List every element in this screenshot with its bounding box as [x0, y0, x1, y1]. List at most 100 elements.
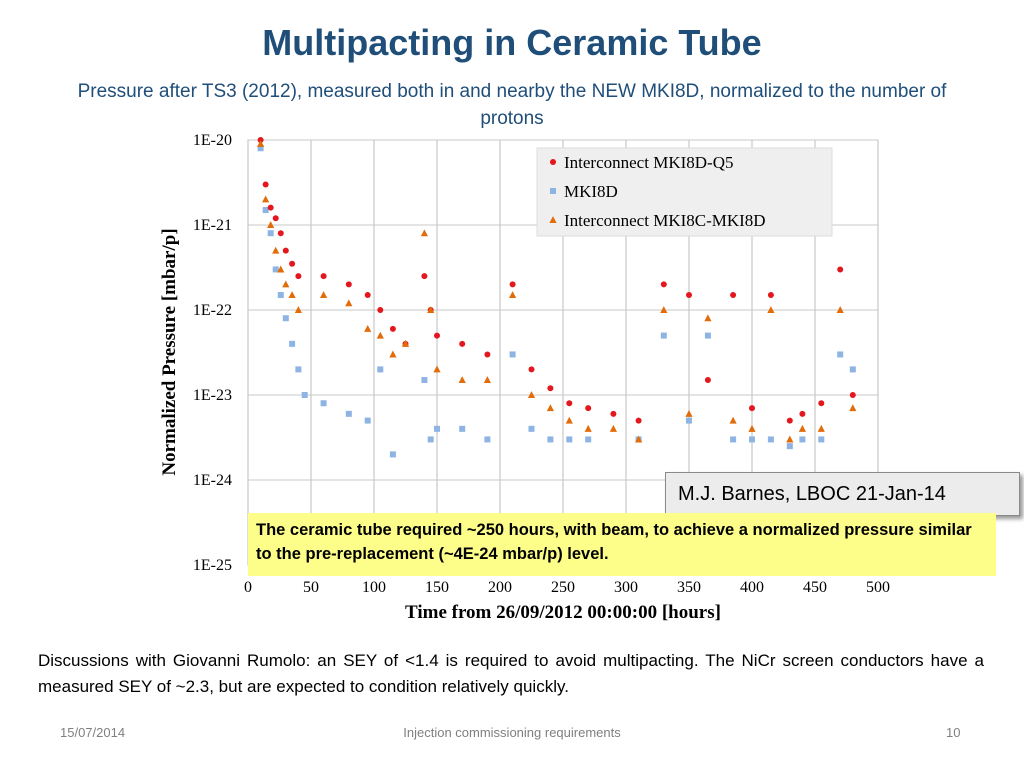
data-point: [660, 281, 667, 288]
data-point: [289, 340, 296, 347]
data-point: [320, 291, 328, 299]
footer-page-number: 10: [946, 725, 961, 740]
data-point: [767, 306, 775, 313]
data-point: [550, 188, 556, 194]
x-tick-label: 350: [677, 579, 701, 596]
y-axis-label: Normalized Pressure [mbar/p]: [159, 228, 180, 475]
data-point: [547, 436, 554, 443]
data-point: [295, 273, 302, 280]
x-tick-label: 300: [614, 579, 638, 596]
data-point: [849, 392, 856, 398]
data-point: [686, 417, 692, 424]
data-point: [282, 315, 289, 322]
data-point: [729, 416, 737, 424]
data-point: [660, 306, 668, 313]
footer-date: 15/07/2014: [60, 725, 126, 740]
legend-entry: Interconnect MKI8C-MKI8D: [564, 211, 766, 230]
data-point: [546, 404, 554, 412]
data-point: [509, 291, 517, 299]
data-point: [566, 436, 573, 443]
data-point: [849, 366, 856, 373]
data-point: [660, 332, 667, 339]
x-tick-label: 100: [362, 579, 386, 596]
data-point: [799, 410, 806, 417]
data-point: [798, 424, 806, 432]
y-tick-label: 1E-25: [193, 557, 232, 574]
data-point: [849, 404, 857, 412]
data-point: [837, 266, 844, 273]
x-tick-label: 250: [551, 579, 575, 596]
data-point: [364, 324, 372, 332]
highlight-note: The ceramic tube required ~250 hours, wi…: [248, 513, 996, 576]
y-tick-label: 1E-21: [193, 217, 232, 234]
data-point: [565, 416, 573, 424]
x-axis-label: Time from 26/09/2012 00:00:00 [hours]: [405, 602, 721, 623]
data-point: [458, 376, 466, 384]
data-point: [749, 436, 755, 443]
data-point: [730, 436, 737, 443]
data-point: [389, 451, 396, 458]
data-point: [483, 376, 491, 384]
legend-box: [536, 147, 833, 237]
x-tick-label: 200: [488, 579, 512, 596]
data-point: [272, 215, 279, 222]
x-tick-label: 0: [244, 579, 252, 596]
data-point: [509, 281, 516, 288]
data-point: [459, 340, 466, 347]
data-point: [528, 366, 535, 373]
pressure-chart: 1E-20 1E-21 1E-22 1E-23 1E-24 1E-25 0 50 100 150…: [159, 132, 890, 623]
data-point: [549, 216, 557, 223]
data-point: [459, 425, 466, 432]
data-point: [267, 204, 274, 211]
data-point: [704, 314, 712, 322]
data-point: [345, 281, 352, 288]
data-point: [345, 299, 353, 307]
x-tick-label: 50: [303, 579, 319, 596]
data-point: [566, 400, 573, 407]
data-point: [484, 351, 491, 358]
data-point: [320, 400, 327, 407]
data-point: [427, 436, 434, 443]
data-point: [585, 436, 592, 443]
data-point: [282, 280, 290, 288]
data-point: [277, 292, 284, 299]
data-point: [288, 291, 296, 299]
data-point: [376, 331, 384, 339]
data-point: [767, 292, 774, 299]
data-point: [767, 436, 774, 443]
data-point: [427, 306, 435, 313]
x-tick-label: 150: [425, 579, 449, 596]
data-point: [799, 436, 806, 443]
data-point: [818, 436, 825, 443]
data-point: [527, 391, 536, 398]
data-point: [289, 260, 296, 267]
data-point: [635, 435, 643, 443]
data-point: [635, 417, 642, 424]
data-point: [704, 377, 711, 384]
data-point: [749, 405, 755, 412]
data-point: [748, 424, 756, 432]
author-box: M.J. Barnes, LBOC 21-Jan-14: [665, 472, 1020, 516]
data-point: [295, 366, 302, 373]
chart-legend: Interconnect MKI8D-Q5 MKI8D Interconnect M…: [536, 147, 833, 237]
data-point: [434, 425, 440, 432]
data-point: [294, 306, 302, 313]
discussion-text: Discussions with Giovanni Rumolo: an SEY…: [38, 651, 984, 696]
data-point: [301, 392, 308, 398]
data-point: [433, 365, 441, 373]
data-point: [267, 221, 275, 228]
data-point: [786, 443, 793, 450]
data-point: [389, 325, 396, 332]
data-point: [818, 400, 825, 407]
data-point: [585, 405, 592, 412]
data-point: [262, 181, 269, 188]
data-point: [282, 247, 289, 254]
data-point: [272, 246, 280, 254]
data-point: [257, 139, 265, 147]
data-point: [257, 145, 264, 152]
x-axis-ticks: 0 50 100 150 200 250 300 350 400 450 500: [244, 579, 890, 596]
data-point: [484, 436, 491, 443]
y-tick-label: 1E-23: [193, 387, 232, 404]
data-point: [320, 273, 327, 280]
data-point: [345, 410, 352, 417]
